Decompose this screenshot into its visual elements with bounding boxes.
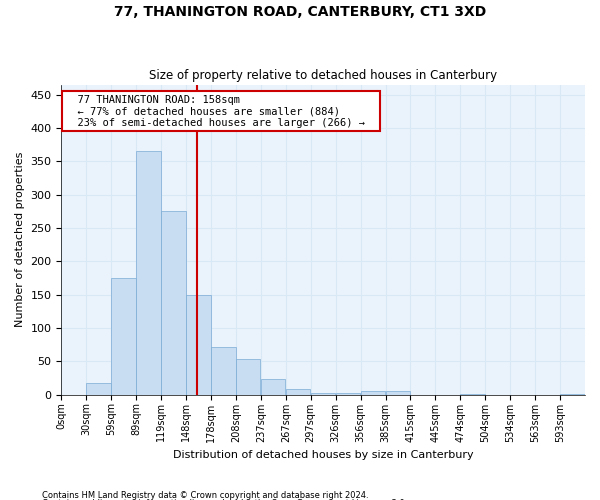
Title: Size of property relative to detached houses in Canterbury: Size of property relative to detached ho… bbox=[149, 69, 497, 82]
Bar bbox=[161, 212, 185, 394]
Y-axis label: Number of detached properties: Number of detached properties bbox=[15, 152, 25, 328]
Text: 77 THANINGTON ROAD: 158sqm
  ← 77% of detached houses are smaller (884)
  23% of: 77 THANINGTON ROAD: 158sqm ← 77% of deta… bbox=[65, 94, 377, 128]
Bar bbox=[361, 392, 385, 394]
Bar bbox=[211, 346, 236, 395]
Bar bbox=[311, 392, 335, 394]
X-axis label: Distribution of detached houses by size in Canterbury: Distribution of detached houses by size … bbox=[173, 450, 473, 460]
Bar bbox=[86, 382, 111, 394]
Bar bbox=[111, 278, 136, 394]
Bar bbox=[386, 390, 410, 394]
Bar bbox=[136, 151, 161, 394]
Text: Contains public sector information licensed under the Open Government Licence v3: Contains public sector information licen… bbox=[42, 499, 407, 500]
Bar bbox=[286, 388, 310, 394]
Bar bbox=[186, 294, 211, 394]
Text: Contains HM Land Registry data © Crown copyright and database right 2024.: Contains HM Land Registry data © Crown c… bbox=[42, 490, 368, 500]
Bar bbox=[261, 378, 286, 394]
Bar bbox=[236, 360, 260, 394]
Text: 77, THANINGTON ROAD, CANTERBURY, CT1 3XD: 77, THANINGTON ROAD, CANTERBURY, CT1 3XD bbox=[114, 5, 486, 19]
